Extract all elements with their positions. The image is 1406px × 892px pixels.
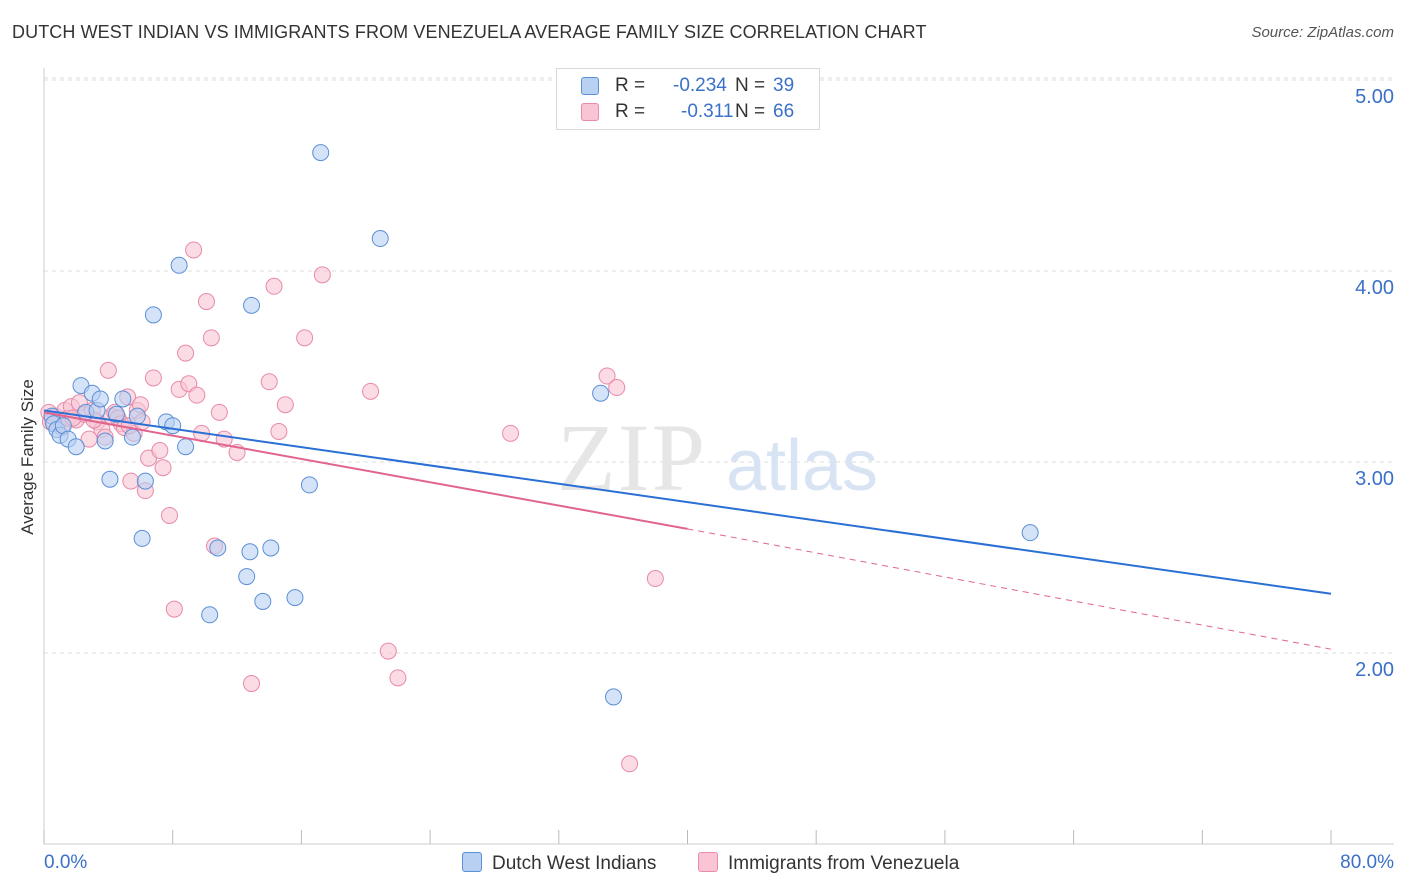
venezuela-point xyxy=(202,329,220,347)
dutch-west-indian-point xyxy=(177,438,195,456)
legend-n-value: 39 xyxy=(773,75,795,96)
y-tick-label: 5.00 xyxy=(1355,86,1394,108)
legend-item-dutch-west-indians: Dutch West Indians xyxy=(462,852,656,875)
venezuela-point xyxy=(608,379,626,397)
venezuela-point xyxy=(188,386,206,404)
venezuela-point xyxy=(265,277,283,295)
trend-line-venezuela xyxy=(43,411,688,530)
y-axis-label: Average Family Size xyxy=(18,379,37,535)
y-tick-label: 2.00 xyxy=(1355,659,1394,681)
trend-line-venezuela-extension xyxy=(687,528,1332,650)
venezuela-point xyxy=(154,459,172,477)
dutch-west-indian-point xyxy=(144,306,162,324)
y-tick-label: 4.00 xyxy=(1355,277,1394,299)
legend-swatch-blue xyxy=(462,852,482,872)
dutch-west-indian-point xyxy=(254,592,272,610)
watermark-atlas: atlas xyxy=(726,426,878,506)
dutch-west-indian-point xyxy=(114,390,132,408)
legend-r-label: R = xyxy=(615,101,646,122)
series-dutch-west-indians xyxy=(43,144,1039,706)
axes xyxy=(43,68,1394,845)
dutch-west-indian-point xyxy=(91,390,109,408)
dutch-west-indian-point xyxy=(262,539,280,557)
legend-swatch-pink xyxy=(581,103,599,121)
dutch-west-indian-point xyxy=(170,256,188,274)
dutch-west-indian-point xyxy=(243,296,261,314)
legend-item-immigrants-from-venezuela: Immigrants from Venezuela xyxy=(698,852,959,875)
dutch-west-indian-point xyxy=(201,606,219,624)
legend-n-label: N = xyxy=(735,75,766,96)
legend-swatch-pink xyxy=(698,852,718,872)
legend-label: Immigrants from Venezuela xyxy=(728,853,960,874)
dutch-west-indian-point xyxy=(286,589,304,607)
venezuela-point xyxy=(197,293,215,311)
chart-title: DUTCH WEST INDIAN VS IMMIGRANTS FROM VEN… xyxy=(12,22,927,42)
venezuela-point xyxy=(276,396,294,414)
venezuela-point xyxy=(144,369,162,387)
y-tick-label: 3.00 xyxy=(1355,468,1394,490)
dutch-west-indian-point xyxy=(101,470,119,488)
dutch-west-indian-point xyxy=(136,472,154,490)
watermark: ZIP atlas xyxy=(557,404,878,511)
legend-label: Dutch West Indians xyxy=(492,853,657,874)
x-tick-label-min: 0.0% xyxy=(44,852,88,873)
dutch-west-indian-point xyxy=(107,405,125,423)
dutch-west-indian-point xyxy=(312,144,330,162)
legend-r-value: -0.311 xyxy=(681,101,734,122)
venezuela-point xyxy=(185,241,203,259)
venezuela-point xyxy=(646,570,664,588)
grid-lines xyxy=(44,77,1394,654)
venezuela-point xyxy=(177,344,195,362)
dutch-west-indian-point xyxy=(123,428,141,446)
dutch-west-indian-point xyxy=(604,688,622,706)
venezuela-point xyxy=(362,382,380,400)
venezuela-point xyxy=(598,367,616,385)
venezuela-point xyxy=(151,442,169,460)
dutch-west-indian-point xyxy=(209,539,227,557)
venezuela-point xyxy=(313,266,331,284)
venezuela-point xyxy=(165,600,183,618)
dutch-west-indian-point xyxy=(238,568,256,586)
dutch-west-indian-point xyxy=(300,476,318,494)
correlation-legend: R = -0.234 N = 39 R = -0.311 N = 66 xyxy=(556,68,820,130)
dutch-west-indian-point xyxy=(371,230,389,248)
legend-r-label: R = xyxy=(615,75,646,96)
dutch-west-indian-point xyxy=(592,384,610,402)
venezuela-point xyxy=(243,675,261,693)
venezuela-point xyxy=(296,329,314,347)
legend-n-label: N = xyxy=(735,101,766,122)
venezuela-point xyxy=(210,403,228,421)
legend-swatch-blue xyxy=(581,77,599,95)
venezuela-point xyxy=(122,472,140,490)
dutch-west-indian-point xyxy=(128,407,146,425)
trend-lines xyxy=(43,409,1332,650)
venezuela-point xyxy=(502,424,520,442)
venezuela-point xyxy=(270,422,288,440)
venezuela-point xyxy=(621,755,639,773)
dutch-west-indian-point xyxy=(241,543,259,561)
source-label: Source: ZipAtlas.com xyxy=(1251,24,1394,41)
legend-r-value: -0.234 xyxy=(673,75,727,96)
dutch-west-indian-point xyxy=(133,529,151,547)
legend-n-value: 66 xyxy=(773,101,795,122)
venezuela-point xyxy=(160,506,178,524)
venezuela-point xyxy=(389,669,407,687)
dutch-west-indian-point xyxy=(1021,524,1039,542)
dutch-west-indian-point xyxy=(164,417,182,435)
venezuela-point xyxy=(99,361,117,379)
x-tick-label-max: 80.0% xyxy=(1340,852,1394,873)
dutch-west-indian-point xyxy=(96,432,114,450)
venezuela-point xyxy=(379,642,397,660)
trend-line-dutch-west-indians xyxy=(43,409,1332,595)
venezuela-point xyxy=(260,373,278,391)
dutch-west-indian-point xyxy=(67,438,85,456)
